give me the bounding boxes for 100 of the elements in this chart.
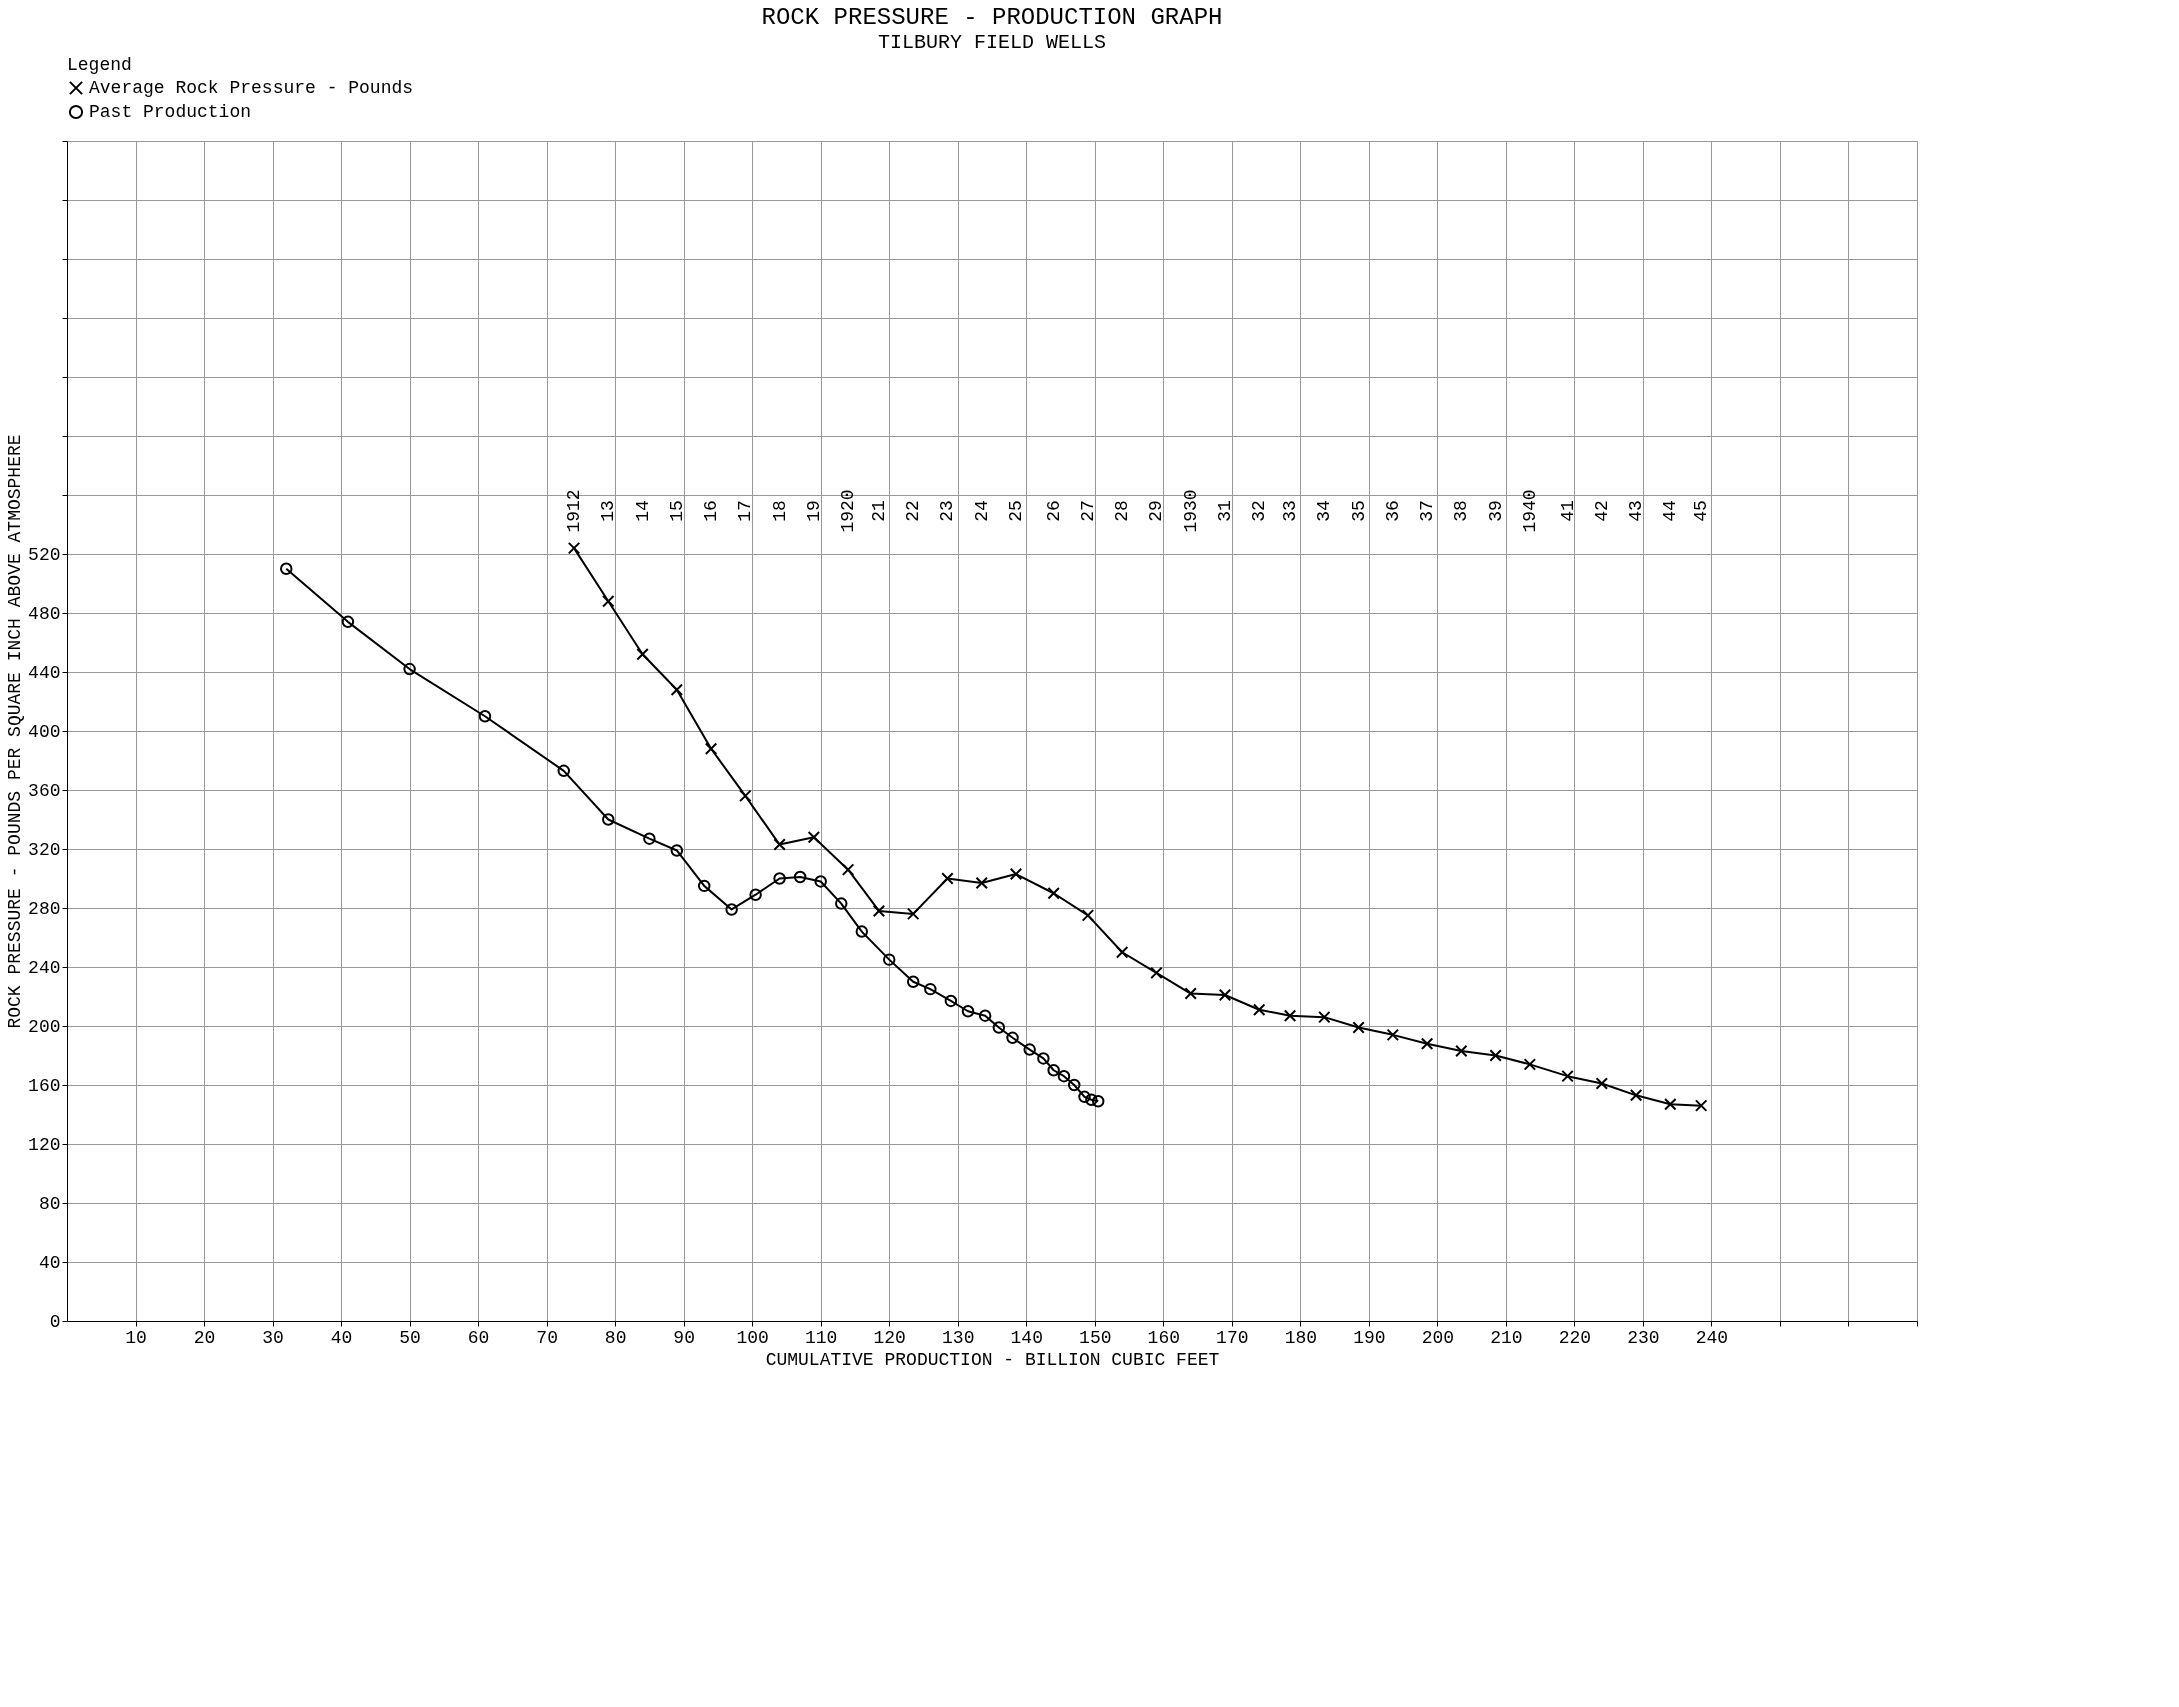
legend-title: Legend xyxy=(67,55,132,75)
annotation: 27 xyxy=(1077,500,1098,522)
x-tick-label: 120 xyxy=(873,1327,906,1348)
y-tick-label: 0 xyxy=(49,1311,61,1332)
annotation: 23 xyxy=(937,500,958,522)
point xyxy=(1078,1090,1091,1104)
y-tick-label: 520 xyxy=(28,544,61,565)
y-tick-label: 360 xyxy=(28,780,61,801)
y-tick-label: 280 xyxy=(28,898,61,919)
x-tick-label: 90 xyxy=(673,1327,695,1348)
annotation: 41 xyxy=(1557,500,1578,522)
annotation: 35 xyxy=(1348,500,1369,522)
point xyxy=(739,789,752,803)
x-axis-title: CUMULATIVE PRODUCTION - BILLION CUBIC FEET xyxy=(765,1349,1220,1370)
point xyxy=(1081,909,1095,922)
x-tick-label: 80 xyxy=(604,1327,627,1348)
chart-title: ROCK PRESSURE - PRODUCTION GRAPH xyxy=(761,4,1223,31)
point xyxy=(749,888,762,901)
annotation: 1920 xyxy=(838,489,859,533)
annotation: 38 xyxy=(1451,500,1472,522)
annotation: 37 xyxy=(1417,500,1438,522)
annotation: 1912 xyxy=(564,489,585,533)
point xyxy=(1037,1052,1050,1065)
point xyxy=(1664,1097,1677,1111)
point xyxy=(882,953,896,966)
y-tick-label: 400 xyxy=(28,721,61,742)
x-tick-label: 160 xyxy=(1147,1327,1180,1348)
x-tick-label: 190 xyxy=(1353,1327,1386,1348)
point xyxy=(725,903,738,916)
y-tick-label: 240 xyxy=(28,957,61,978)
point xyxy=(975,876,988,890)
point xyxy=(835,897,848,910)
point xyxy=(1047,887,1060,900)
annotation: 33 xyxy=(1280,500,1301,522)
x-tick-label: 60 xyxy=(467,1327,490,1348)
x-tick-label: 50 xyxy=(399,1327,421,1348)
point xyxy=(773,872,786,885)
annotation: 42 xyxy=(1591,500,1612,522)
point xyxy=(1420,1037,1434,1050)
legend-label: Average Rock Pressure - Pounds xyxy=(89,78,414,98)
point xyxy=(1455,1044,1468,1058)
x-tick-label: 210 xyxy=(1490,1327,1523,1348)
annotation: 18 xyxy=(769,500,790,522)
y-tick-label: 80 xyxy=(38,1193,61,1214)
annotation: 29 xyxy=(1146,500,1167,522)
point xyxy=(793,870,807,884)
point xyxy=(1067,1078,1081,1092)
y-tick-label: 200 xyxy=(28,1016,61,1037)
x-tick-label: 40 xyxy=(330,1327,353,1348)
point xyxy=(1057,1069,1071,1083)
y-tick-label: 320 xyxy=(28,839,61,860)
x-tick-label: 220 xyxy=(1558,1327,1592,1348)
point xyxy=(670,683,684,696)
point xyxy=(1184,987,1197,1000)
point xyxy=(643,832,656,845)
point xyxy=(807,830,821,844)
point xyxy=(1595,1077,1609,1090)
point xyxy=(1115,946,1129,959)
annotation: 16 xyxy=(701,500,722,522)
annotation: 15 xyxy=(666,500,687,522)
point xyxy=(1150,966,1163,980)
point xyxy=(1489,1049,1502,1062)
annotation: 19 xyxy=(803,500,824,522)
y-tick-label: 40 xyxy=(38,1252,61,1273)
x-tick-label: 180 xyxy=(1284,1327,1318,1348)
x-tick-label: 10 xyxy=(125,1327,147,1348)
point xyxy=(280,562,293,575)
point xyxy=(697,879,711,893)
point xyxy=(341,615,355,629)
y-tick-label: 160 xyxy=(28,1075,61,1096)
annotation: 22 xyxy=(903,500,924,522)
x-tick-label: 200 xyxy=(1421,1327,1455,1348)
y-tick-label: 480 xyxy=(28,603,61,624)
annotation: 32 xyxy=(1249,500,1270,522)
point xyxy=(1252,1003,1266,1017)
point xyxy=(1023,1043,1036,1056)
point xyxy=(1047,1064,1060,1077)
point xyxy=(773,838,786,851)
annotation: 26 xyxy=(1043,500,1064,522)
annotation: 36 xyxy=(1382,500,1403,522)
x-tick-label: 110 xyxy=(805,1327,838,1348)
chart-subtitle: TILBURY FIELD WELLS xyxy=(877,31,1107,54)
point xyxy=(670,844,684,857)
x-tick-label: 170 xyxy=(1216,1327,1249,1348)
annotation: 34 xyxy=(1314,500,1335,522)
point xyxy=(906,975,920,988)
annotation: 13 xyxy=(598,500,619,522)
x-tick-label: 30 xyxy=(262,1327,284,1348)
point xyxy=(478,710,492,723)
point xyxy=(704,742,718,755)
annotation: 24 xyxy=(971,500,992,522)
point xyxy=(1352,1021,1365,1034)
point xyxy=(567,541,581,555)
legend-label: Past Production xyxy=(89,102,252,122)
point xyxy=(557,764,570,778)
annotation: 44 xyxy=(1660,500,1681,522)
point xyxy=(636,648,649,661)
annotation: 39 xyxy=(1485,500,1506,522)
annotation: 14 xyxy=(632,500,653,522)
x-tick-label: 100 xyxy=(736,1327,769,1348)
